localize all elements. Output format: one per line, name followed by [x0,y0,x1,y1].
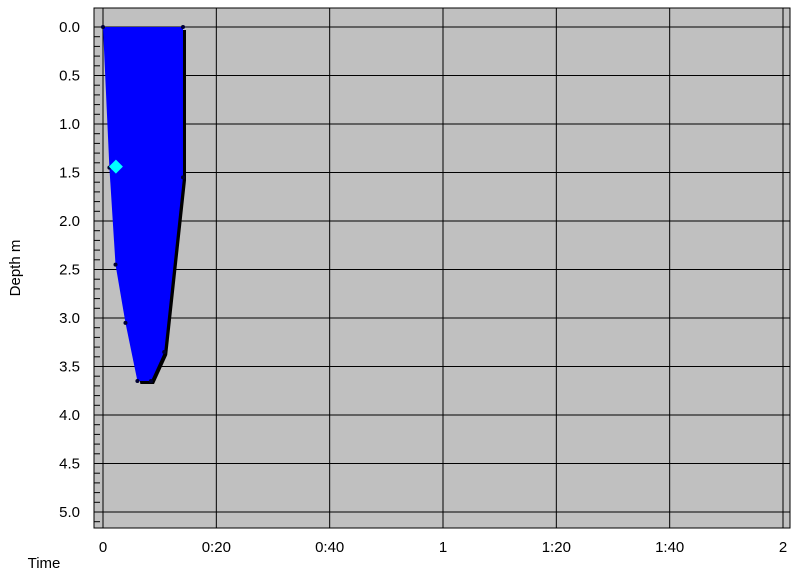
y-tick-label: 1.0 [59,116,80,133]
y-tick-label: 5.0 [59,504,80,521]
diamond-marker [108,159,123,174]
minor-y-ticks [94,26,100,523]
profile-point [149,379,154,384]
x-axis-title: Time [28,555,61,572]
profile-point [162,349,167,354]
y-tick-label: 2.5 [59,262,80,279]
x-tick-label: 2 [779,539,787,556]
plot-area [93,7,791,529]
y-tick-label: 2.0 [59,213,80,230]
x-tick-label: 1:40 [655,539,684,556]
y-axis-title: Depth m [7,240,24,297]
profile-point [123,320,128,325]
x-tick-label: 1:20 [542,539,571,556]
y-tick-label: 0.5 [59,68,80,85]
data-layer [101,25,187,385]
x-tick-label: 0 [99,539,107,556]
y-tick-label: 3.0 [59,310,80,327]
y-tick-label: 1.5 [59,165,80,182]
profile-point [113,262,118,267]
grid-lines [94,8,790,528]
profile-point [181,25,186,29]
x-tick-label: 0:40 [315,539,344,556]
profile-point [181,175,186,180]
y-tick-label: 4.5 [59,456,80,473]
y-tick-labels: 0.0 0.5 1.0 1.5 2.0 2.5 3.0 3.5 4.0 4.5 5.0 [59,19,80,521]
y-tick-label: 0.0 [59,19,80,36]
x-tick-labels: 0 0:20 0:40 1 1:20 1:40 2 [99,539,787,556]
y-tick-label: 3.5 [59,359,80,376]
x-tick-label: 0:20 [202,539,231,556]
x-tick-label: 1 [439,539,447,556]
profile-area [103,27,184,382]
profile-point [135,379,140,384]
y-tick-label: 4.0 [59,407,80,424]
profile-point [101,25,105,29]
